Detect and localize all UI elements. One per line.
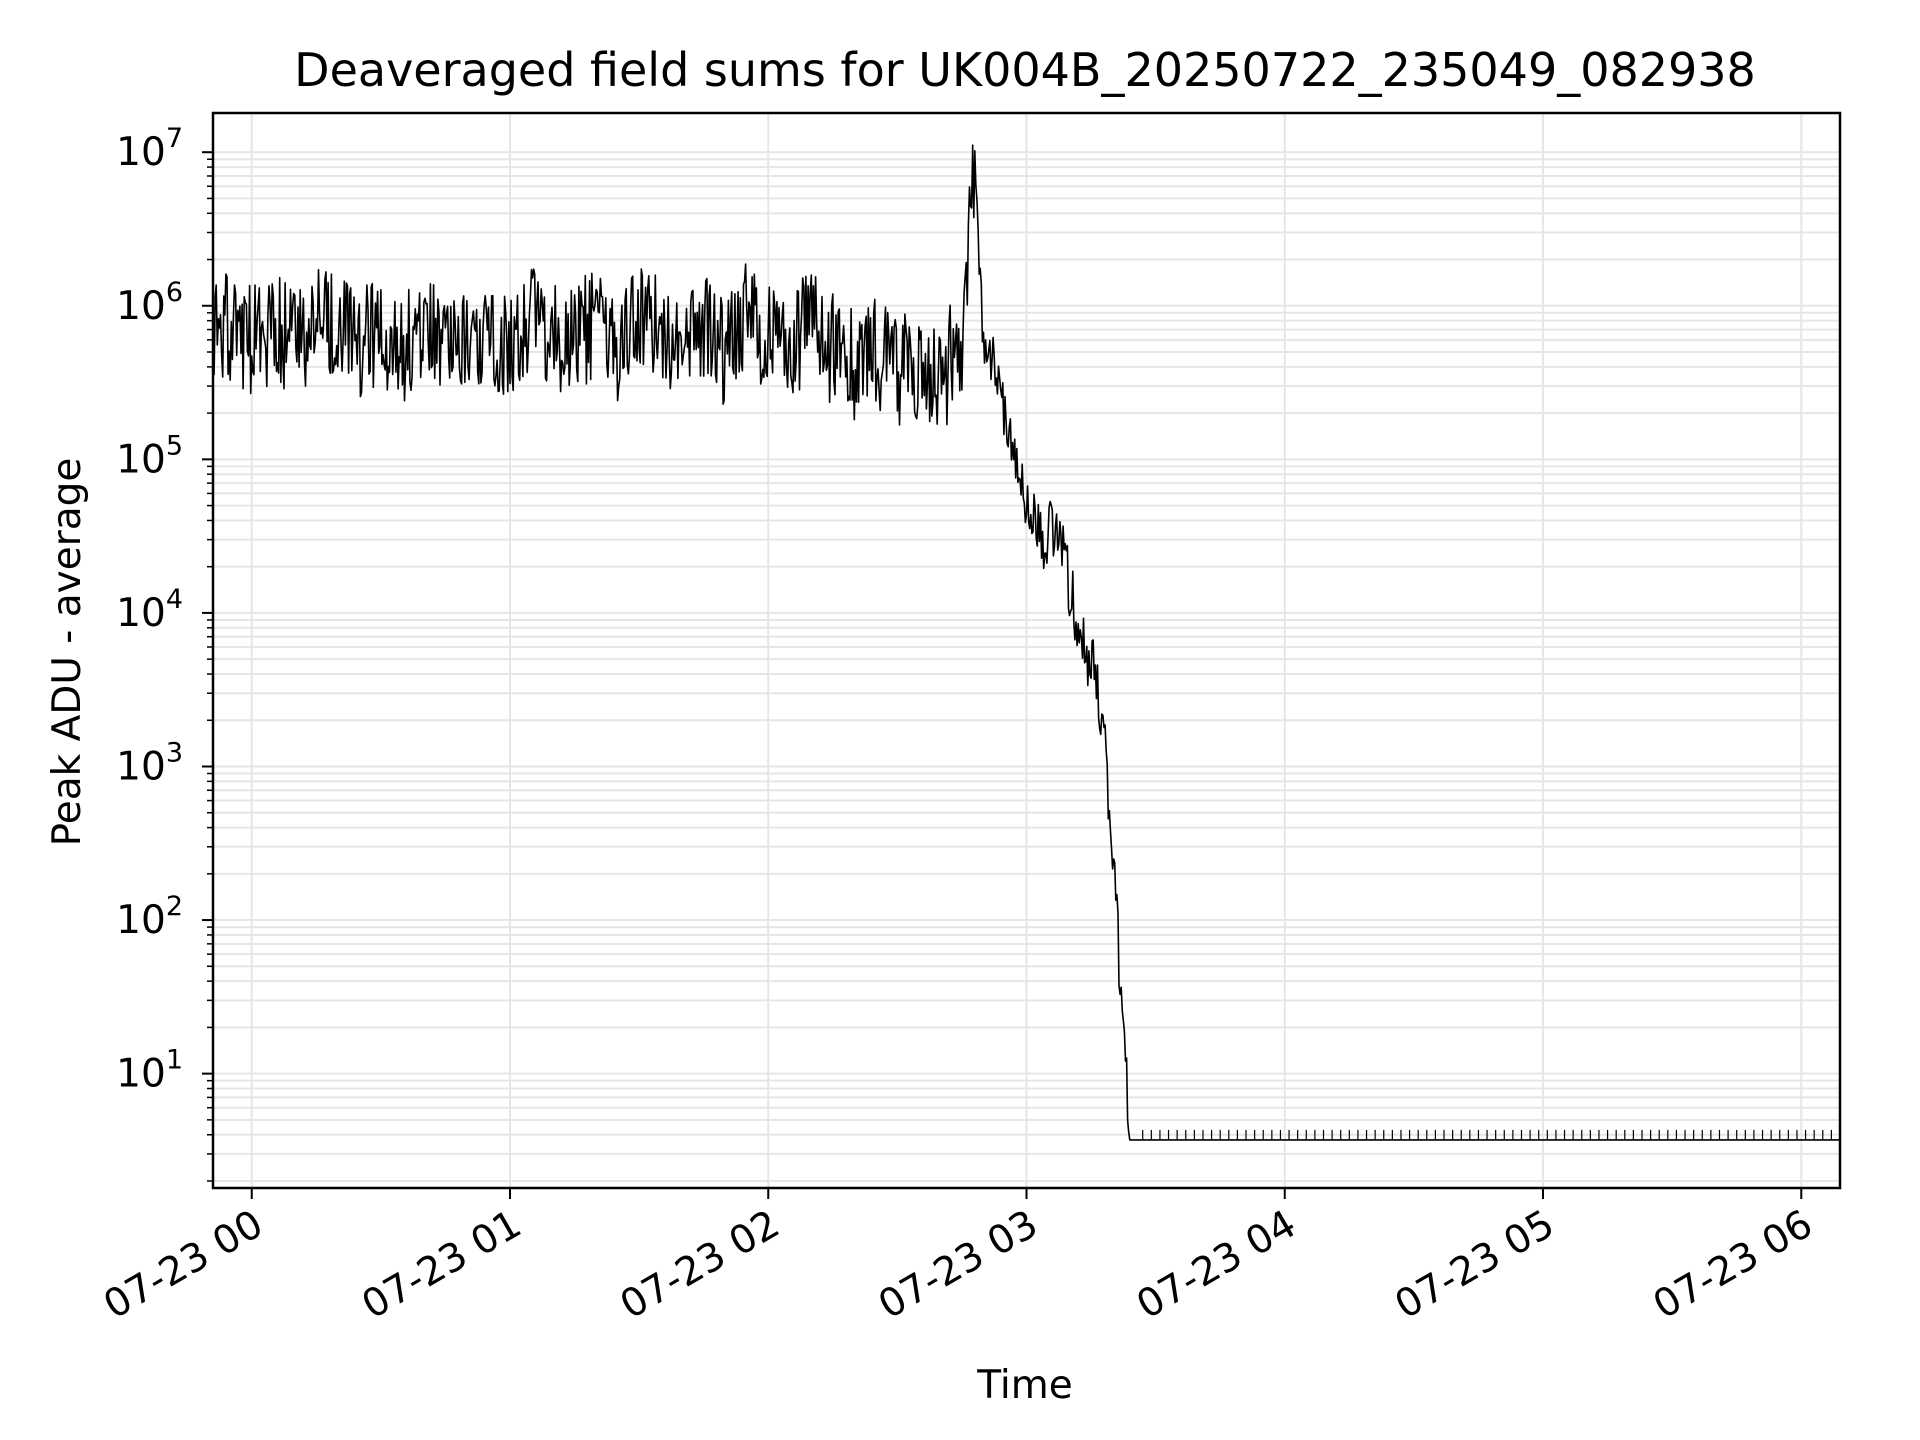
y-tick-label: 106 xyxy=(116,277,183,329)
y-tick-label: 105 xyxy=(116,430,183,482)
x-tick-label: 07-23 00 xyxy=(96,1202,270,1329)
chart-title: Deaveraged field sums for UK004B_2025072… xyxy=(294,43,1756,97)
x-tick-label: 07-23 04 xyxy=(1129,1202,1303,1329)
series-line xyxy=(212,144,1840,1141)
x-tick-label: 07-23 05 xyxy=(1388,1202,1562,1329)
x-axis: 07-23 00 07-23 01 07-23 02 07-23 03 07-23 04… xyxy=(96,1188,1820,1328)
x-tick-label: 07-23 02 xyxy=(613,1202,787,1329)
y-tick-label: 107 xyxy=(116,123,183,175)
y-tick-label: 102 xyxy=(116,891,183,943)
x-tick-label: 07-23 01 xyxy=(355,1202,529,1329)
y-tick-label: 104 xyxy=(116,584,183,636)
y-tick-label: 101 xyxy=(116,1045,183,1097)
gridlines xyxy=(213,113,1840,1188)
x-axis-label: Time xyxy=(976,1363,1072,1408)
x-tick-label: 07-23 03 xyxy=(871,1202,1045,1329)
y-axis: 101 102 103 104 105 106 107 xyxy=(116,123,213,1182)
y-tick-label: 103 xyxy=(116,737,183,789)
y-axis-label: Peak ADU - average xyxy=(45,458,90,847)
x-tick-label: 07-23 06 xyxy=(1646,1202,1820,1329)
baseline-tick-marks xyxy=(1142,1129,1841,1140)
